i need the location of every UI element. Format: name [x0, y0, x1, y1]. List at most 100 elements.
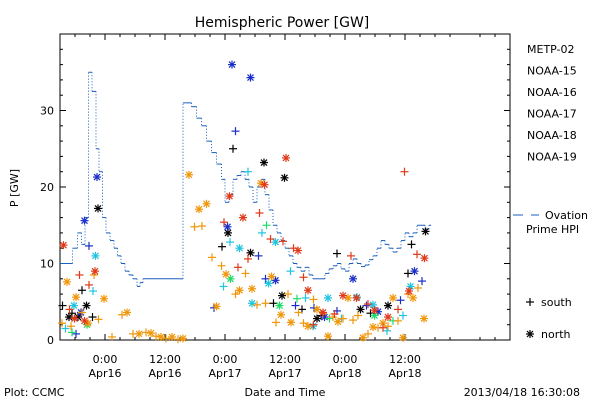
- x-tick-time-label: 0:00: [213, 353, 238, 366]
- legend-ovation-label-1: Ovation: [545, 209, 588, 222]
- legend-entry: NOAA-16: [527, 86, 577, 99]
- plot-area: 01020300:00Apr1612:00Apr160:00Apr1712:00…: [40, 33, 511, 380]
- data-point-north: [313, 305, 321, 314]
- data-point-north: [123, 308, 131, 317]
- data-point-north: [339, 291, 347, 300]
- data-point-north: [324, 293, 332, 302]
- data-point-south: [89, 287, 97, 296]
- data-point-north: [70, 301, 78, 310]
- data-point-south: [333, 249, 341, 258]
- data-point-south: [190, 222, 199, 231]
- data-point-south: [379, 323, 387, 332]
- data-point-south: [349, 316, 357, 325]
- data-point-north: [410, 267, 419, 276]
- data-point-south: [85, 280, 93, 289]
- data-point-south: [231, 127, 240, 136]
- legend-entry: NOAA-17: [527, 108, 577, 121]
- data-point-south: [400, 167, 409, 176]
- legend-entry: NOAA-19: [527, 151, 577, 164]
- data-point-north: [248, 284, 256, 293]
- data-point-south: [231, 290, 240, 299]
- data-point-north: [379, 319, 387, 328]
- data-point-north: [224, 228, 232, 237]
- data-point-south: [347, 251, 355, 260]
- x-tick-time-label: 0:00: [93, 353, 118, 366]
- data-point-south: [299, 273, 308, 282]
- data-point-south: [198, 222, 206, 231]
- data-point-south: [218, 242, 226, 251]
- data-point-north: [420, 254, 429, 263]
- data-point-north: [260, 180, 269, 189]
- data-point-south: [88, 313, 97, 322]
- legend: METP-02 NOAA-15 NOAA-16 NOAA-17 NOAA-18 NOAA-…: [513, 43, 588, 341]
- data-point-south: [294, 308, 303, 317]
- data-point-south: [286, 267, 295, 276]
- data-point-south: [108, 332, 116, 341]
- data-point-south: [142, 328, 150, 337]
- plot-timestamp: 2013/04/18 16:30:08: [464, 386, 580, 399]
- data-point-north: [225, 192, 234, 201]
- x-tick-date-label: Apr18: [328, 367, 361, 380]
- data-point-north: [370, 311, 379, 320]
- data-point-north: [369, 300, 377, 309]
- data-point-south: [309, 320, 318, 329]
- data-point-south: [241, 269, 250, 278]
- legend-entry: NOAA-18: [527, 129, 577, 142]
- data-point-north: [63, 277, 71, 286]
- data-point-south: [162, 334, 170, 343]
- data-point-south: [85, 241, 93, 250]
- data-point-south: [279, 237, 287, 246]
- data-point-south: [293, 294, 301, 303]
- legend-entry: METP-02: [527, 43, 575, 56]
- data-point-south: [255, 209, 264, 218]
- data-point-north: [319, 308, 327, 317]
- data-point-south: [261, 299, 270, 308]
- data-point-north: [271, 238, 280, 247]
- data-point-south: [362, 301, 371, 310]
- data-point-south: [217, 261, 226, 270]
- data-point-north: [349, 274, 357, 283]
- legend-marker-label: north: [541, 328, 571, 341]
- data-point-south: [291, 301, 300, 310]
- plot-credit: Plot: CCMC: [4, 386, 65, 399]
- data-point-south: [284, 290, 292, 299]
- data-point-north: [70, 314, 79, 323]
- data-marks: [58, 60, 431, 344]
- data-point-north: [135, 329, 143, 338]
- data-point-north: [260, 158, 268, 167]
- data-point-north: [384, 301, 392, 310]
- data-point-south: [364, 300, 372, 309]
- data-point-south: [208, 253, 216, 262]
- x-tick-time-label: 0:00: [333, 353, 358, 366]
- data-point-north: [409, 293, 417, 302]
- data-point-south: [404, 269, 412, 278]
- legend-entry: NOAA-15: [527, 65, 577, 78]
- x-tick-date-label: Apr17: [208, 367, 241, 380]
- data-point-south: [309, 295, 318, 304]
- data-point-north: [369, 322, 377, 331]
- y-tick-label: 0: [47, 334, 54, 347]
- data-point-south: [394, 316, 402, 325]
- data-point-south: [75, 270, 84, 279]
- data-point-south: [325, 314, 334, 323]
- data-point-south: [299, 319, 308, 328]
- data-point-north: [246, 248, 255, 257]
- y-tick-label: 10: [40, 258, 54, 271]
- data-point-south: [219, 282, 228, 291]
- data-point-north: [384, 313, 392, 322]
- data-point-south: [94, 315, 103, 324]
- data-point-south: [58, 301, 67, 310]
- data-point-north: [147, 329, 155, 338]
- data-point-north: [370, 306, 379, 315]
- data-point-south: [262, 221, 271, 230]
- data-point-north: [239, 213, 247, 222]
- data-point-south: [258, 228, 266, 237]
- data-point-south: [384, 322, 392, 331]
- y-axis-label: P [GW]: [8, 169, 21, 207]
- data-point-north: [80, 316, 89, 325]
- y-tick-label: 30: [40, 105, 54, 118]
- data-point-north: [280, 173, 289, 182]
- data-point-north: [91, 267, 99, 276]
- data-point-north: [235, 244, 244, 253]
